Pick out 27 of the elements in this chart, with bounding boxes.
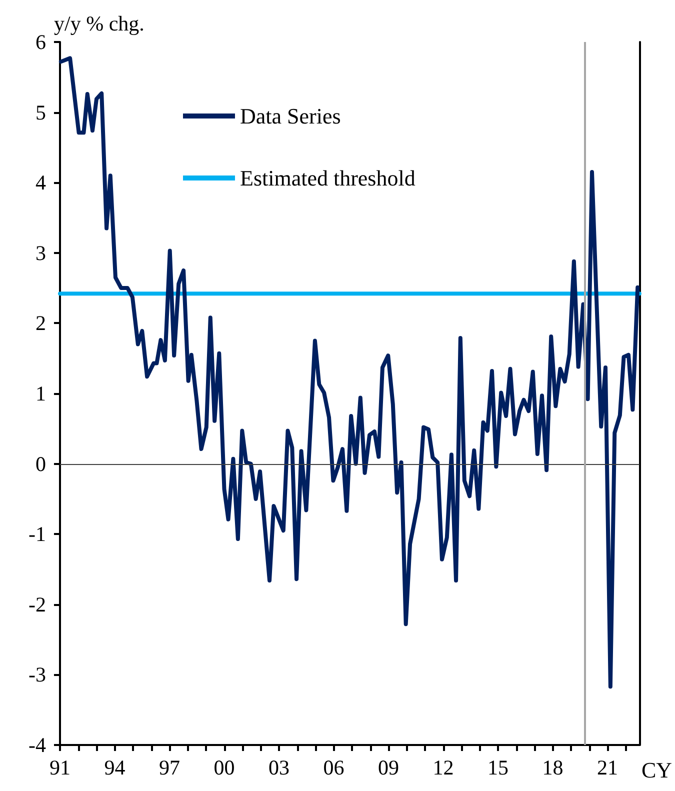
y-tick-label: -4 bbox=[28, 733, 46, 757]
y-tick-label: -2 bbox=[28, 592, 46, 616]
x-tick-label: 97 bbox=[159, 756, 180, 780]
y-tick-label: 6 bbox=[36, 30, 46, 54]
x-tick-label: 18 bbox=[542, 756, 564, 780]
x-tick-label: 03 bbox=[268, 756, 290, 780]
x-tick-label: 91 bbox=[50, 756, 70, 780]
y-tick-label: -1 bbox=[28, 522, 46, 546]
y-tick-label: 2 bbox=[36, 311, 46, 336]
x-tick-label: 06 bbox=[323, 756, 344, 780]
x-tick-label: 21 bbox=[597, 756, 618, 780]
x-tick-label: 94 bbox=[104, 756, 126, 780]
legend-label: Data Series bbox=[240, 104, 341, 128]
x-tick-label: 12 bbox=[432, 756, 454, 780]
y-tick-label: 1 bbox=[36, 382, 46, 406]
y-tick-label: 3 bbox=[36, 240, 46, 265]
legend-label: Estimated threshold bbox=[240, 166, 416, 190]
y-tick-label: 5 bbox=[36, 100, 46, 124]
y-tick-label: 0 bbox=[36, 452, 46, 476]
x-tick-label: 15 bbox=[488, 756, 508, 780]
y-tick-label: -3 bbox=[28, 662, 46, 687]
line-series bbox=[58, 56, 640, 689]
y-tick-label: 4 bbox=[36, 170, 46, 195]
y-axis-title: y/y % chg. bbox=[54, 12, 144, 36]
x-tick-label: 00 bbox=[214, 756, 235, 780]
x-axis-title: CY bbox=[641, 758, 672, 782]
x-tick-label: 09 bbox=[378, 756, 399, 780]
